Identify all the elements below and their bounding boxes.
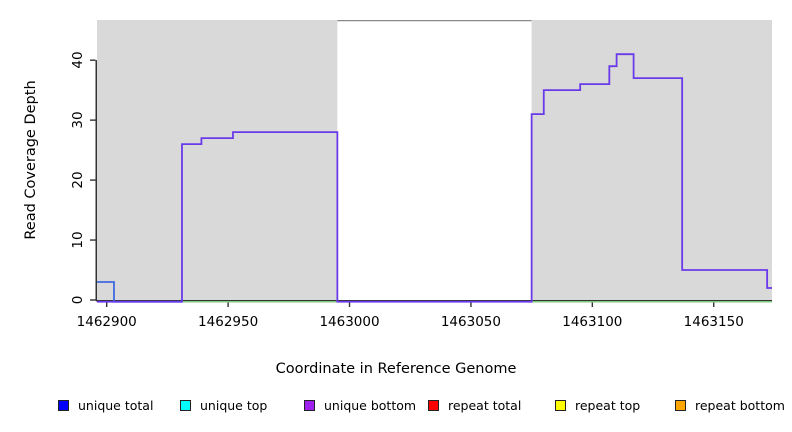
legend-item-repeat-top: repeat top xyxy=(555,397,640,413)
shaded-region xyxy=(531,20,772,301)
y-tick-label: 40 xyxy=(70,51,86,69)
x-tick-label: 1462950 xyxy=(198,314,259,330)
legend-swatch-repeat-bottom xyxy=(675,399,686,411)
x-tick-label: 1463150 xyxy=(683,314,744,330)
y-tick-label: 20 xyxy=(70,171,86,189)
x-tick-label: 1463100 xyxy=(562,314,623,330)
legend-label: unique top xyxy=(200,397,268,413)
y-tick-label: 30 xyxy=(70,111,86,129)
legend-item-unique-total: unique total xyxy=(58,397,153,413)
legend-label: repeat bottom xyxy=(695,397,785,413)
legend-swatch-repeat-top xyxy=(555,399,566,411)
legend-swatch-unique-top xyxy=(180,399,191,411)
legend-label: repeat total xyxy=(448,397,522,413)
legend-label: unique total xyxy=(78,397,154,413)
y-tick-label: 0 xyxy=(70,295,86,305)
legend-swatch-unique-bottom xyxy=(304,399,315,411)
x-tick-label: 1463000 xyxy=(319,314,380,330)
legend-label: repeat top xyxy=(575,397,641,413)
x-axis-title: Coordinate in Reference Genome xyxy=(275,361,517,377)
legend-swatch-unique-total xyxy=(58,399,69,411)
legend-item-unique-bottom: unique bottom xyxy=(304,397,416,413)
x-tick-label: 1463050 xyxy=(440,314,501,330)
legend-label: unique bottom xyxy=(324,397,417,413)
shaded-region xyxy=(97,20,338,301)
legend-item-unique-top: unique top xyxy=(180,397,267,413)
legend-swatch-repeat-total xyxy=(428,399,439,411)
series-line-unique-bottom xyxy=(97,53,772,303)
legend-item-repeat-bottom: repeat bottom xyxy=(675,397,785,413)
y-tick-label: 10 xyxy=(70,231,86,249)
legend-item-repeat-total: repeat total xyxy=(428,397,521,413)
x-tick-label: 1462900 xyxy=(76,314,137,330)
y-axis-title: Read Coverage Depth xyxy=(23,80,39,240)
